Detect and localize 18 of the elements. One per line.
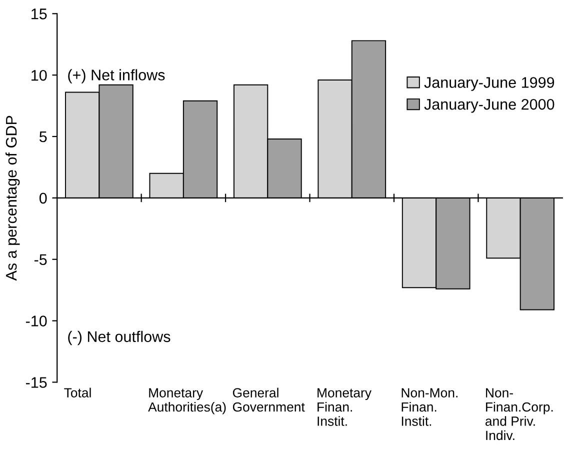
x-tick-label: Non- Finan.Corp. and Priv. Indiv. <box>486 388 553 440</box>
y-tick-label: 5 <box>39 132 47 142</box>
x-tick-label: Non-Mon. Finan. Instit. <box>402 388 458 426</box>
y-tick-label: -10 <box>26 316 47 326</box>
y-tick-label: 10 <box>32 70 47 81</box>
legend-label: January-June 1999 <box>424 77 554 91</box>
x-tick-label: Total <box>64 388 91 398</box>
y-axis-title: As a percentage of GDP <box>6 116 20 281</box>
annotation: (+) Net inflows <box>68 69 165 84</box>
y-tick-label: -5 <box>34 254 47 266</box>
x-tick-label: Monetary Finan. Instit. <box>318 388 372 426</box>
y-tick-label: 15 <box>32 8 47 20</box>
x-tick-label: General Government <box>232 388 305 412</box>
x-tick-label: Monetary Authorities(a) <box>148 388 226 414</box>
annotation: (-) Net outflows <box>68 330 170 346</box>
y-tick-label: -15 <box>26 377 47 388</box>
legend-label: January-June 2000 <box>424 98 554 113</box>
y-tick-label: 0 <box>39 192 47 204</box>
